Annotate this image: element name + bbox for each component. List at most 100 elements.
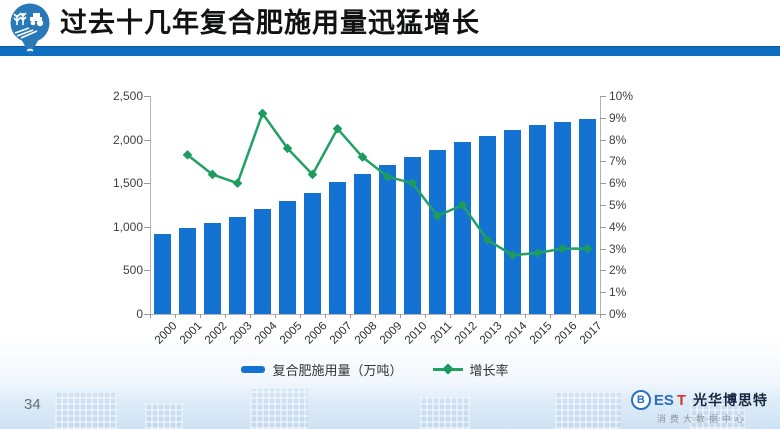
fertilizer-usage-bar [229,217,246,314]
y-axis-right-tick [600,161,606,163]
legend-item-bar: 复合肥施用量（万吨） [241,360,403,379]
x-axis-year-label: 2010 [402,320,429,347]
skyline-building [555,391,621,429]
y-axis-right-tick-label: 5% [609,198,627,212]
x-axis-year-label: 2017 [577,320,604,347]
line-legend-label: 增长率 [469,363,509,378]
x-axis-tick [425,314,426,318]
legend-item-line: 增长率 [432,360,509,379]
y-axis-right-tick [600,139,606,141]
y-axis-right-tick [600,314,606,315]
y-axis-left-tick [144,96,150,97]
y-axis-right-tick-label: 1% [609,285,627,300]
growth-rate-marker [307,169,318,180]
skyline-building [690,399,745,429]
y-axis-left-tick-label: 2,500 [112,89,143,103]
slide-header: 过去十几年复合肥施用量迅猛增长 [0,0,780,55]
fertilizer-usage-bar [154,233,171,314]
fertilizer-usage-bar [479,135,496,314]
y-axis-right-tick-label: 0% [609,307,627,321]
y-axis-left-tick [144,226,150,228]
growth-rate-marker [357,152,368,162]
x-axis-year-label: 2001 [177,320,204,347]
y-axis-left-tick [144,314,150,315]
y-axis-left-tick-label: 1,000 [112,219,143,234]
x-axis-year-label: 2016 [552,320,579,347]
x-axis-year-label: 2007 [327,320,354,347]
brand-b-circle-icon: B [630,390,651,410]
y-axis-right-tick-label: 9% [609,110,627,125]
fertilizer-usage-bar [429,150,446,314]
y-axis-right-tick [600,96,606,97]
x-axis-tick [175,314,176,318]
x-axis-year-label: 2008 [352,320,379,347]
fertilizer-usage-bar [504,130,521,314]
brand-tagline: 消费大数据中心 [656,414,748,424]
growth-rate-marker [207,169,218,180]
x-axis-year-label: 2014 [502,320,529,347]
x-axis-tick [400,314,401,318]
fertilizer-usage-bar [329,182,346,314]
x-axis-tick [300,314,301,318]
x-axis-tick [225,314,226,318]
diamond-marker-icon [441,363,454,375]
x-axis-tick [200,314,201,318]
y-axis-right-tick-label: 6% [609,176,627,191]
x-axis-tick [325,314,326,318]
fertilizer-usage-bar [454,141,471,314]
x-axis-tick [600,314,601,318]
fertilizer-usage-bar [304,192,321,314]
fertilizer-usage-bar [204,223,221,314]
y-axis-right-tick-label: 7% [609,154,627,169]
x-axis-year-label: 2006 [302,320,329,347]
x-axis-year-label: 2013 [477,320,504,347]
y-axis-right-tick-label: 10% [609,89,634,103]
y-axis-left-tick [144,270,150,272]
bar-legend-label: 复合肥施用量（万吨） [272,363,403,378]
x-axis-tick [475,314,476,318]
skyline-building [55,393,117,429]
page-title: 过去十几年复合肥施用量迅猛增长 [60,8,480,38]
x-axis-tick [350,314,351,318]
fertilizer-usage-bar [554,121,571,314]
y-axis-right-tick-label: 4% [609,219,627,234]
x-axis-tick [550,314,551,318]
y-axis-right-tick [600,248,606,250]
x-axis-tick [500,314,501,318]
fertilizer-usage-bar [404,157,421,314]
y-axis-left-tick [144,139,150,141]
x-axis-year-label: 2003 [227,320,254,347]
x-axis-year-label: 2002 [202,320,229,347]
fertilizer-usage-bar [279,200,296,314]
fertilizer-usage-bar [354,173,371,314]
header-divider-bar [0,46,780,56]
agriculture-pin-icon [10,3,50,55]
x-axis-tick [150,314,151,318]
y-axis-right-tick-label: 3% [609,241,627,256]
y-axis-left-tick-label: 500 [122,263,143,278]
skyline-building [420,397,470,429]
skyline-building [145,403,183,429]
brand-en-text: ES [653,391,674,409]
brand-en-red-text: T [676,391,686,409]
growth-rate-marker [257,108,268,119]
x-axis-year-label: 2004 [252,320,279,347]
y-axis-left-tick-label: 1,500 [112,176,143,191]
x-axis-year-label: 2000 [152,320,179,347]
growth-rate-marker [332,123,343,134]
x-axis-tick [250,314,251,318]
fertilizer-usage-bar [254,208,271,314]
brand-logo: B ES T 光华博思特 消费大数据中心 [630,390,768,425]
x-axis-year-label: 2009 [377,320,404,347]
fertilizer-usage-bar [379,165,396,314]
y-axis-right-tick-label: 2% [609,263,627,278]
x-axis-year-label: 2011 [428,320,454,346]
growth-rate-marker [232,178,243,189]
y-axis-right-tick [600,205,606,206]
y-axis-right-tick [600,270,606,272]
y-axis-left-tick-label: 0 [136,307,143,321]
x-axis-tick [525,314,526,318]
x-axis-tick [275,314,276,318]
x-axis-year-label: 2005 [277,320,304,347]
